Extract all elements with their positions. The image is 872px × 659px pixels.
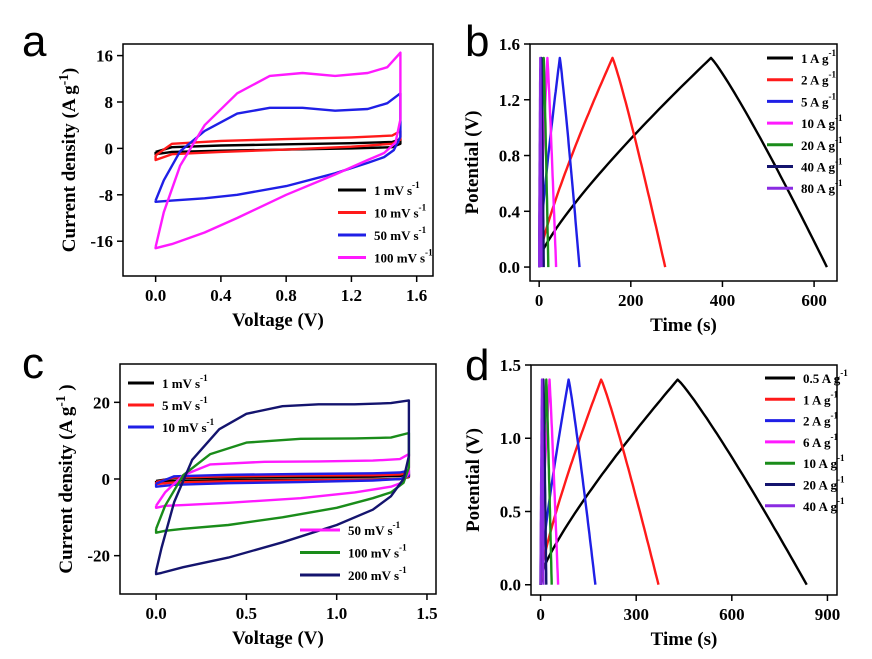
y-tick-label: 0.0 bbox=[499, 258, 520, 277]
series-line-c-2 bbox=[154, 469, 411, 488]
plot-frame bbox=[529, 43, 838, 282]
y-tick-label: 0.0 bbox=[500, 576, 521, 595]
x-tick-label: 0 bbox=[535, 291, 544, 310]
panel-d: d 0 300 600 900 0.0 0.5 1.0 1.5 Time (s) Potential… bbox=[463, 341, 848, 650]
legend-entry: 20 A g-1 bbox=[803, 475, 845, 493]
legend-entry: 100 mV s-1 bbox=[348, 543, 407, 561]
legend-entry: 0.5 A g-1 bbox=[803, 368, 848, 386]
series-line-c-4 bbox=[154, 431, 411, 534]
x-tick-label: 0.0 bbox=[145, 286, 166, 305]
legend-entry: 1 mV s-1 bbox=[374, 180, 420, 198]
x-tick-label: 200 bbox=[618, 291, 644, 310]
x-tick-label: 400 bbox=[710, 291, 736, 310]
y-axis-title: Current density (A g-1) bbox=[56, 68, 80, 252]
legend-entry: 10 mV s-1 bbox=[162, 417, 215, 435]
y-tick-label: 0.8 bbox=[499, 147, 520, 166]
y-tick-label: 8 bbox=[105, 93, 114, 112]
legend-entry: 20 A g-1 bbox=[801, 135, 843, 153]
series-line-b-0 bbox=[538, 56, 828, 268]
y-axis-title: Potential (V) bbox=[463, 428, 484, 532]
x-tick-label: 0.8 bbox=[276, 286, 297, 305]
y-tick-label: 0.5 bbox=[500, 502, 521, 521]
legend-entry: 100 mV s-1 bbox=[374, 248, 433, 266]
series-line-a-3 bbox=[154, 51, 402, 250]
panel-a: a 0.0 0.4 0.8 1.2 1.6 -16 -8 0 8 16 Voltage (V) Curr… bbox=[22, 17, 434, 331]
plot-area bbox=[154, 51, 402, 250]
legend-entry: 10 mV s-1 bbox=[374, 203, 427, 221]
legend-entry: 1 A g-1 bbox=[803, 389, 838, 407]
series-line-b-6 bbox=[538, 56, 543, 268]
panel-letter-b: b bbox=[465, 17, 489, 66]
legend-entry: 10 A g-1 bbox=[801, 113, 843, 131]
legend-entry: 80 A g-1 bbox=[801, 178, 843, 196]
legend-entry: 5 A g-1 bbox=[801, 91, 836, 109]
y-tick-label: 16 bbox=[96, 47, 113, 66]
x-tick-label: 600 bbox=[719, 605, 745, 624]
x-tick-label: 0.4 bbox=[210, 286, 232, 305]
panel-letter-d: d bbox=[465, 341, 489, 390]
y-tick-label: 0.4 bbox=[499, 202, 521, 221]
legend-entry: 50 mV s-1 bbox=[348, 520, 401, 538]
x-tick-label: 0.5 bbox=[236, 604, 257, 623]
panel-c: c 0.0 0.5 1.0 1.5 -20 0 20 Voltage (V) Current de… bbox=[22, 339, 438, 649]
x-tick-label: 0.0 bbox=[145, 604, 166, 623]
x-tick-label: 1.2 bbox=[341, 286, 362, 305]
legend-entry: 5 mV s-1 bbox=[162, 395, 208, 413]
y-tick-label: -8 bbox=[99, 186, 113, 205]
legend-entry: 2 A g-1 bbox=[801, 70, 836, 88]
legend-entry: 40 A g-1 bbox=[803, 496, 845, 514]
series-line-c-3 bbox=[154, 452, 411, 509]
x-axis-title: Time (s) bbox=[650, 315, 717, 336]
legend-entry: 2 A g-1 bbox=[803, 411, 838, 429]
x-tick-label: 1.6 bbox=[406, 286, 427, 305]
x-tick-label: 900 bbox=[815, 605, 841, 624]
y-axis-title: Current density (A g-1 ) bbox=[53, 384, 77, 573]
plot-frame bbox=[122, 43, 434, 277]
panel-letter-c: c bbox=[22, 339, 44, 388]
legend-entry: 10 A g-1 bbox=[803, 453, 845, 471]
x-axis-title: Voltage (V) bbox=[232, 628, 324, 649]
x-axis-title: Time (s) bbox=[651, 629, 718, 650]
plot-area bbox=[539, 378, 808, 586]
series-line-d-0 bbox=[539, 378, 808, 586]
legend-entry: 1 A g-1 bbox=[801, 48, 836, 66]
x-tick-label: 1.0 bbox=[326, 604, 347, 623]
x-tick-label: 0 bbox=[536, 605, 545, 624]
series-line-d-6 bbox=[539, 378, 545, 585]
y-tick-label: -16 bbox=[90, 232, 113, 251]
y-tick-label: 1.6 bbox=[499, 35, 520, 54]
x-axis-title: Voltage (V) bbox=[232, 310, 324, 331]
series-line-b-1 bbox=[538, 56, 667, 268]
x-tick-label: 600 bbox=[801, 291, 827, 310]
legend-entry: 50 mV s-1 bbox=[374, 225, 427, 243]
plot-frame bbox=[530, 364, 838, 596]
y-tick-label: 0 bbox=[105, 139, 114, 158]
panel-b: b 0 200 400 600 0.0 0.4 0.8 1.2 1.6 Time (s) Potent… bbox=[462, 17, 843, 336]
y-tick-label: 20 bbox=[93, 393, 110, 412]
y-tick-label: 0 bbox=[102, 470, 111, 489]
plot-area bbox=[154, 399, 411, 576]
y-axis-title: Potential (V) bbox=[462, 111, 483, 215]
legend-entry: 1 mV s-1 bbox=[162, 373, 208, 391]
y-tick-label: 1.0 bbox=[500, 429, 521, 448]
y-tick-label: 1.2 bbox=[499, 91, 520, 110]
y-tick-label: -20 bbox=[87, 547, 110, 566]
x-tick-label: 1.5 bbox=[416, 604, 437, 623]
plot-area bbox=[538, 56, 828, 268]
y-tick-label: 1.5 bbox=[500, 356, 521, 375]
x-tick-label: 300 bbox=[623, 605, 649, 624]
legend-entry: 6 A g-1 bbox=[803, 432, 838, 450]
series-line-c-5 bbox=[154, 399, 411, 576]
panel-letter-a: a bbox=[22, 17, 47, 66]
legend-entry: 200 mV s-1 bbox=[348, 565, 407, 583]
series-line-d-1 bbox=[539, 378, 660, 585]
legend-entry: 40 A g-1 bbox=[801, 157, 843, 175]
